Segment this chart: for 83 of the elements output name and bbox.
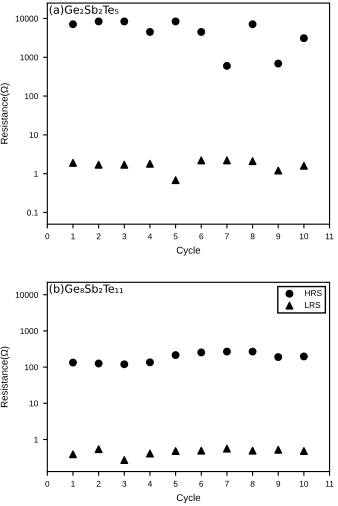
x-tick-label: 4 (148, 480, 152, 487)
point (172, 351, 180, 360)
point (94, 445, 103, 454)
point (69, 450, 77, 458)
point (94, 17, 103, 26)
legend-label: HRS (305, 290, 322, 296)
x-tick-label: 1 (71, 480, 75, 487)
point (94, 160, 103, 169)
x-tick-label: 8 (250, 233, 255, 240)
point (69, 358, 77, 366)
point (197, 156, 206, 164)
x-tick-label: 2 (96, 233, 101, 240)
x-tick-label: 2 (96, 480, 101, 487)
y-tick-label: 10000 (16, 16, 38, 22)
x-tick-label: 11 (326, 233, 334, 240)
x-tick-label: 9 (276, 233, 280, 240)
point (274, 166, 282, 175)
y-tick-label: 1000 (20, 328, 38, 334)
point (120, 17, 128, 26)
point (248, 446, 257, 455)
point (146, 358, 154, 366)
point (197, 348, 206, 356)
point (274, 60, 282, 68)
point (94, 360, 103, 368)
x-tick-label: 4 (148, 233, 152, 240)
legend-label: LRS (305, 302, 320, 308)
point (222, 156, 231, 164)
y-tick-label: 10000 (16, 292, 38, 298)
chart-title: (a)Ge₂Sb₂Te₅ (50, 5, 118, 16)
y-tick-label: 0.1 (27, 210, 38, 216)
x-tick-label: 10 (300, 233, 308, 240)
x-tick-label: 0 (45, 480, 50, 487)
x-axis-title: Cycle (176, 246, 200, 256)
point (69, 158, 77, 167)
point (248, 348, 257, 356)
x-tick-label: 7 (225, 480, 229, 487)
x-tick-label: 0 (45, 233, 50, 240)
x-tick-label: 8 (250, 480, 255, 487)
x-axis-title: Cycle (176, 494, 200, 504)
point (146, 28, 154, 36)
chart-title: (b)Ge₈Sb₂Te₁₁ (50, 284, 123, 294)
y-axis-title: Resistance(Ω) (0, 346, 10, 408)
point (172, 17, 180, 26)
point (120, 456, 128, 464)
x-tick-label: 11 (326, 480, 334, 487)
point (172, 176, 180, 184)
point (222, 444, 231, 453)
x-tick-label: 6 (199, 233, 204, 240)
y-tick-label: 1 (34, 436, 38, 443)
x-tick-label: 6 (199, 480, 204, 487)
y-tick-label: 1000 (20, 54, 38, 60)
point (274, 446, 282, 454)
y-tick-label: 100 (25, 93, 38, 100)
point (120, 160, 128, 169)
point (222, 62, 231, 70)
x-tick-label: 10 (300, 480, 308, 487)
point (222, 348, 231, 356)
y-tick-label: 1 (34, 170, 38, 177)
point (300, 162, 308, 170)
x-tick-label: 5 (174, 480, 178, 487)
point (248, 157, 257, 166)
point (274, 353, 282, 361)
point (300, 34, 308, 42)
point (248, 20, 257, 28)
x-tick-label: 9 (276, 480, 280, 487)
x-tick-label: 3 (122, 233, 126, 240)
point (172, 447, 180, 456)
y-tick-label: 100 (25, 364, 38, 370)
point (197, 446, 206, 455)
x-tick-label: 1 (71, 233, 75, 240)
point (146, 160, 154, 168)
y-tick-label: 10 (30, 132, 38, 138)
point (300, 447, 308, 456)
point (69, 20, 77, 28)
x-tick-label: 7 (225, 233, 229, 240)
point (197, 28, 206, 36)
point (300, 352, 308, 360)
point (146, 450, 154, 458)
x-tick-label: 3 (122, 480, 126, 487)
y-axis-title: Resistance(Ω) (0, 83, 10, 144)
x-tick-label: 5 (174, 233, 178, 240)
y-tick-label: 10 (30, 400, 38, 406)
point (120, 360, 128, 368)
